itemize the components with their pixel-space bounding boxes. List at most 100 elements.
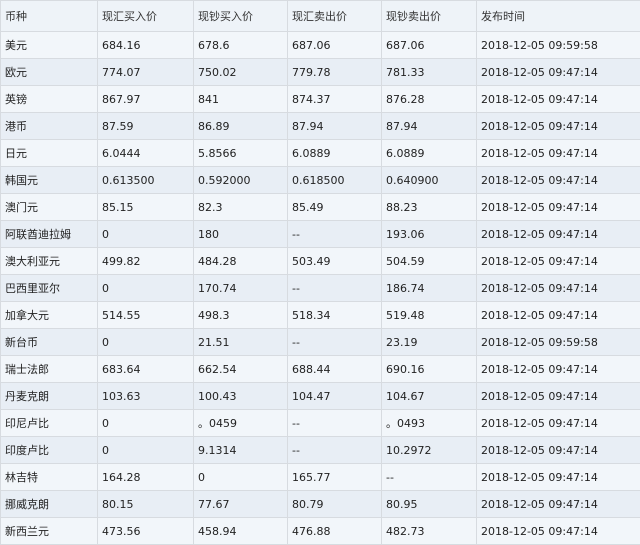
cell-spot-sell: 688.44 (288, 356, 382, 383)
cell-cash-buy: 841 (194, 86, 288, 113)
cell-cash-buy: 484.28 (194, 248, 288, 275)
cell-spot-sell: 165.77 (288, 464, 382, 491)
cell-currency: 加拿大元 (1, 302, 98, 329)
cell-cash-sell: 88.23 (382, 194, 477, 221)
cell-cash-sell: 690.16 (382, 356, 477, 383)
cell-cash-sell: 23.19 (382, 329, 477, 356)
header-currency: 币种 (1, 1, 98, 32)
cell-spot-sell: 518.34 (288, 302, 382, 329)
cell-spot-sell: 87.94 (288, 113, 382, 140)
cell-cash-sell: 687.06 (382, 32, 477, 59)
cell-spot-buy: 0 (98, 275, 194, 302)
cell-publish-time: 2018-12-05 09:47:14 (477, 86, 640, 113)
cell-cash-buy: 21.51 (194, 329, 288, 356)
header-cash-buy: 现钞买入价 (194, 1, 288, 32)
cell-spot-sell: 687.06 (288, 32, 382, 59)
cell-currency: 日元 (1, 140, 98, 167)
cell-publish-time: 2018-12-05 09:47:14 (477, 302, 640, 329)
cell-spot-buy: 683.64 (98, 356, 194, 383)
cell-cash-sell: 104.67 (382, 383, 477, 410)
cell-spot-sell: -- (288, 437, 382, 464)
cell-currency: 新西兰元 (1, 518, 98, 545)
cell-currency: 印尼卢比 (1, 410, 98, 437)
cell-currency: 美元 (1, 32, 98, 59)
cell-spot-sell: -- (288, 221, 382, 248)
cell-cash-buy: 678.6 (194, 32, 288, 59)
cell-publish-time: 2018-12-05 09:47:14 (477, 113, 640, 140)
cell-currency: 印度卢比 (1, 437, 98, 464)
cell-spot-buy: 499.82 (98, 248, 194, 275)
cell-cash-buy: 180 (194, 221, 288, 248)
cell-spot-buy: 684.16 (98, 32, 194, 59)
cell-cash-buy: 662.54 (194, 356, 288, 383)
cell-spot-sell: 6.0889 (288, 140, 382, 167)
cell-currency: 英镑 (1, 86, 98, 113)
cell-publish-time: 2018-12-05 09:47:14 (477, 59, 640, 86)
cell-currency: 瑞士法郎 (1, 356, 98, 383)
cell-cash-buy: 86.89 (194, 113, 288, 140)
cell-cash-sell: 6.0889 (382, 140, 477, 167)
cell-spot-sell: 0.618500 (288, 167, 382, 194)
cell-spot-buy: 867.97 (98, 86, 194, 113)
cell-spot-sell: -- (288, 410, 382, 437)
cell-publish-time: 2018-12-05 09:47:14 (477, 275, 640, 302)
cell-currency: 港币 (1, 113, 98, 140)
header-spot-sell: 现汇卖出价 (288, 1, 382, 32)
cell-currency: 澳大利亚元 (1, 248, 98, 275)
cell-cash-sell: 193.06 (382, 221, 477, 248)
cell-publish-time: 2018-12-05 09:47:14 (477, 383, 640, 410)
cell-spot-sell: 80.79 (288, 491, 382, 518)
cell-cash-buy: 82.3 (194, 194, 288, 221)
cell-cash-sell: 482.73 (382, 518, 477, 545)
cell-publish-time: 2018-12-05 09:47:14 (477, 140, 640, 167)
cell-spot-buy: 0 (98, 410, 194, 437)
cell-cash-buy: 0 (194, 464, 288, 491)
cell-spot-sell: 104.47 (288, 383, 382, 410)
cell-publish-time: 2018-12-05 09:47:14 (477, 518, 640, 545)
cell-spot-buy: 514.55 (98, 302, 194, 329)
cell-spot-buy: 6.0444 (98, 140, 194, 167)
cell-publish-time: 2018-12-05 09:47:14 (477, 356, 640, 383)
cell-publish-time: 2018-12-05 09:47:14 (477, 248, 640, 275)
cell-spot-buy: 85.15 (98, 194, 194, 221)
cell-cash-sell: 781.33 (382, 59, 477, 86)
cell-cash-buy: 0.592000 (194, 167, 288, 194)
table-header: 币种 现汇买入价 现钞买入价 现汇卖出价 现钞卖出价 发布时间 (1, 1, 640, 32)
header-cash-sell: 现钞卖出价 (382, 1, 477, 32)
cell-currency: 韩国元 (1, 167, 98, 194)
cell-cash-sell: 519.48 (382, 302, 477, 329)
cell-currency: 巴西里亚尔 (1, 275, 98, 302)
cell-spot-sell: 874.37 (288, 86, 382, 113)
cell-cash-buy: 458.94 (194, 518, 288, 545)
cell-cash-buy: 498.3 (194, 302, 288, 329)
cell-publish-time: 2018-12-05 09:47:14 (477, 491, 640, 518)
cell-cash-sell: 0.640900 (382, 167, 477, 194)
cell-cash-buy: 100.43 (194, 383, 288, 410)
cell-spot-sell: 779.78 (288, 59, 382, 86)
cell-cash-buy: 170.74 (194, 275, 288, 302)
cell-publish-time: 2018-12-05 09:59:58 (477, 329, 640, 356)
cell-cash-buy: 750.02 (194, 59, 288, 86)
cell-spot-sell: 503.49 (288, 248, 382, 275)
header-publish-time: 发布时间 (477, 1, 640, 32)
cell-spot-buy: 774.07 (98, 59, 194, 86)
cell-currency: 欧元 (1, 59, 98, 86)
cell-cash-buy: 77.67 (194, 491, 288, 518)
cell-publish-time: 2018-12-05 09:59:58 (477, 32, 640, 59)
